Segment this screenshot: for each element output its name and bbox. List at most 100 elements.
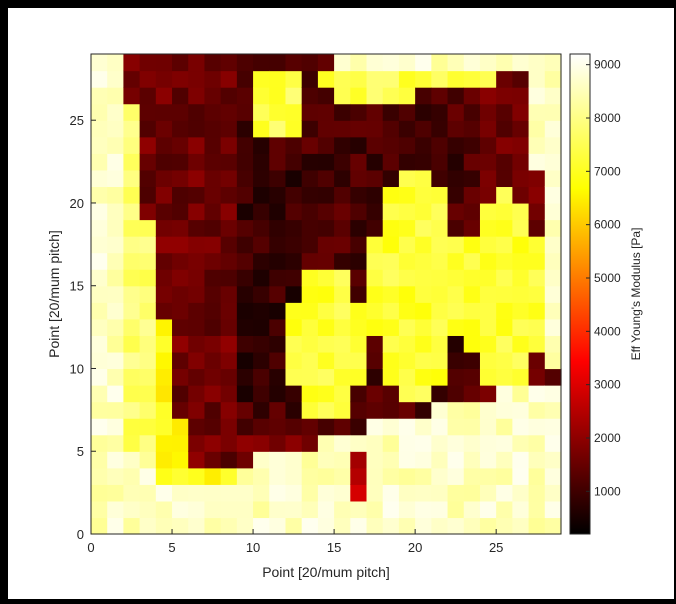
heatmap-cell [317,219,335,237]
heatmap-cell [188,467,206,485]
heatmap-cell [350,318,368,336]
heatmap-cell [366,54,384,72]
x-tick-label: 15 [327,540,341,555]
heatmap-cell [415,351,432,370]
heatmap-cell [188,285,206,303]
heatmap-cell [155,252,173,270]
heatmap-cell [107,451,125,469]
heatmap-cell [285,418,303,436]
heatmap-cell [334,517,351,535]
heatmap-cell [172,467,189,485]
heatmap-cell [253,186,270,204]
heatmap-cell [204,418,222,436]
heatmap-cell [139,202,157,221]
heatmap-cell [431,219,449,237]
heatmap-cell [91,517,108,535]
heatmap-cell [447,169,465,188]
heatmap-cell [107,351,125,370]
heatmap-cell [334,136,351,154]
colorbar-tick-label: 8000 [594,111,621,125]
heatmap-cell [107,269,125,287]
heatmap-cell [269,136,287,154]
heatmap-cell [528,70,546,88]
heatmap-cell [334,70,351,88]
heatmap-cell [91,186,108,204]
heatmap-cell [334,434,351,452]
heatmap-cell [479,103,497,121]
heatmap-cell [188,103,206,121]
x-tick-label: 5 [168,540,175,555]
heatmap-cell [317,202,335,221]
heatmap-cell [220,302,238,320]
heatmap-cell [301,451,319,469]
heatmap-cell [91,54,108,72]
heatmap-cell [398,87,416,105]
heatmap-cell [155,368,173,386]
x-axis-ticks: 0 5 10 15 20 25 [87,529,503,555]
colorbar-tick-label: 9000 [594,58,621,72]
heatmap-cell [512,467,530,485]
heatmap-cell [382,120,400,138]
heatmap-cell [107,418,125,436]
heatmap-cell [155,385,173,403]
heatmap-cell [496,351,513,370]
heatmap-cell [447,385,465,403]
heatmap-cell [398,401,416,419]
heatmap-cell [269,401,287,419]
heatmap-cell [236,285,254,303]
heatmap-cell [139,269,157,287]
heatmap-cell [496,318,513,336]
heatmap-cell [431,368,449,386]
heatmap-cell [447,269,465,287]
heatmap-cell [398,517,416,535]
heatmap-cell [123,302,141,320]
heatmap-cell [317,186,335,204]
heatmap-cell [544,219,562,237]
heatmap-cell [301,335,319,353]
heatmap-cell [107,103,125,121]
heatmap-cell [415,318,432,336]
heatmap-cell [285,269,303,287]
heatmap-cell [350,517,368,535]
heatmap-cell [479,318,497,336]
heatmap-cell [172,368,189,386]
heatmap-cell [155,186,173,204]
heatmap-cell [269,252,287,270]
heatmap-cell [220,103,238,121]
heatmap-cell [382,103,400,121]
heatmap-cell [301,153,319,171]
heatmap-cell [334,103,351,121]
heatmap-cell [512,368,530,386]
heatmap-cell [123,54,141,72]
heatmap-cell [139,451,157,469]
heatmap-cell [301,302,319,320]
heatmap-cell [91,401,108,419]
heatmap-cell [107,385,125,403]
heatmap-cell [236,318,254,336]
heatmap-cell [253,153,270,171]
heatmap-cell [220,368,238,386]
heatmap-cell [301,318,319,336]
heatmap-cell [512,385,530,403]
heatmap-cell [463,401,481,419]
heatmap-cell [512,120,530,138]
heatmap-cell [447,451,465,469]
heatmap-cell [220,517,238,535]
heatmap-cell [317,368,335,386]
heatmap-cell [382,500,400,519]
heatmap-cell [512,517,530,535]
heatmap-cell [415,401,432,419]
heatmap-cell [188,385,206,403]
heatmap-cell [285,517,303,535]
heatmap-cell [188,269,206,287]
heatmap-cell [463,136,481,154]
heatmap-cell [366,219,384,237]
heatmap-cell [544,385,562,403]
heatmap-cell [285,236,303,254]
heatmap-cell [398,484,416,502]
heatmap-cell [172,351,189,370]
heatmap-cell [382,302,400,320]
colorbar-tick-label: 3000 [594,378,621,392]
heatmap-cell [155,202,173,221]
heatmap-cell [382,202,400,221]
